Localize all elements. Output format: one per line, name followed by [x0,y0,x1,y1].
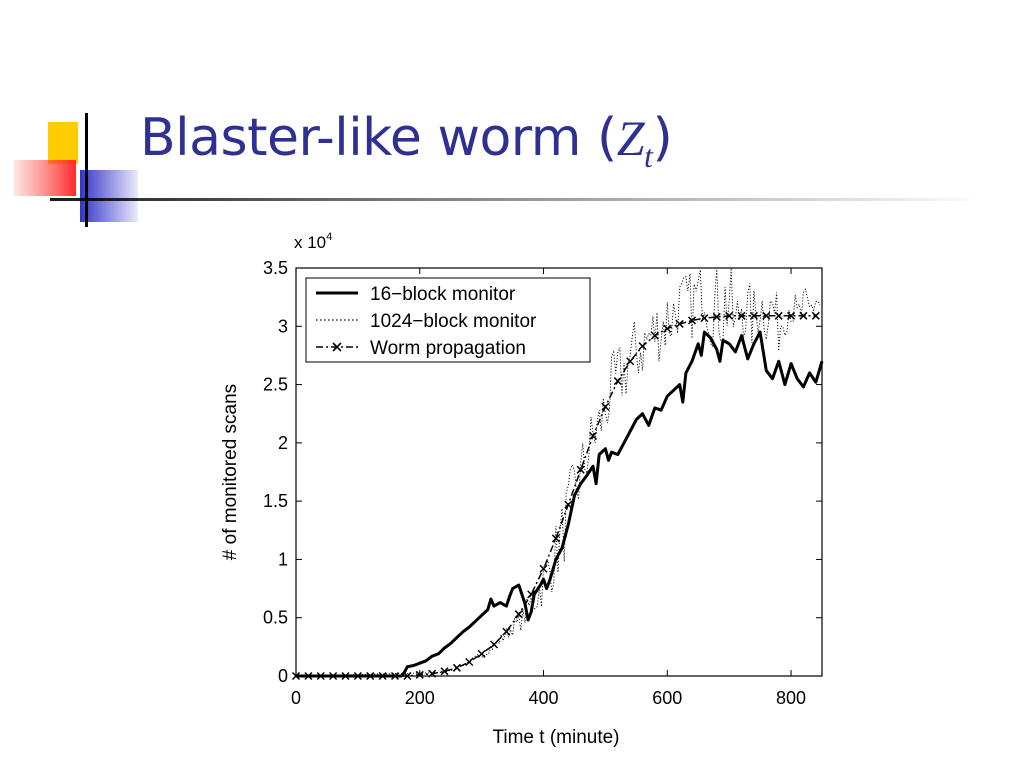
slide-title-math: Z [616,110,645,166]
y-scale-label: x 104 [294,231,332,252]
worm-propagation-marker [601,402,610,411]
y-tick-label: 1.5 [263,491,288,511]
y-tick-label: 3.5 [263,258,288,278]
worm-propagation-marker [428,669,437,678]
horizontal-rule [50,198,970,201]
y-tick-label: 1 [278,549,288,569]
x-tick-label: 0 [291,688,301,708]
worm-propagation-marker [589,431,598,440]
worm-propagation-marker [613,377,622,386]
y-scale-exponent: 4 [326,231,332,243]
worm-propagation-marker [700,314,709,323]
worm-propagation-marker [799,311,808,320]
slide-title-close: ) [652,108,673,168]
worm-propagation-marker [465,657,474,667]
axis-ticks [295,267,822,677]
worm-propagation-marker [626,357,635,366]
worm-propagation-marker [712,312,721,321]
worm-propagation-marker [638,342,647,351]
legend: 16−block monitor 1024−block monitor Worm… [305,277,591,363]
slide-title: Blaster-like worm (Zt) [140,108,673,175]
x-axis-label: Time t (minute) [492,727,619,748]
worm-propagation-marker [650,331,659,340]
worm-propagation-marker [477,649,486,658]
title-decoration [14,113,970,227]
worm-propagation-marker [737,311,746,320]
worm-propagation-marker [489,640,499,649]
x-tick-label: 400 [529,688,559,708]
worm-propagation-marker [502,627,511,636]
legend-label-16-block: 16−block monitor [370,284,516,305]
worm-propagation-marker [762,311,771,320]
y-tick-label: 2.5 [263,375,288,395]
worm-propagation-marker [440,667,449,676]
blue-gradient-bar [80,170,138,222]
worm-propagation-marker [551,534,560,543]
legend-label-1024-block: 1024−block monitor [370,311,537,332]
vertical-line [85,113,88,227]
series-layer [291,267,824,681]
slide-title-subscript: t [644,138,653,174]
worm-propagation-marker [576,465,585,474]
worm-propagation-marker [787,311,796,320]
worm-propagation-marker [514,610,523,619]
y-tick-label: 0.5 [263,608,288,628]
worm-propagation-marker [725,311,734,320]
y-tick-label: 3 [278,316,288,336]
worm-propagation-marker [749,311,758,320]
worm-propagation-marker [539,564,548,573]
yellow-square [48,122,78,164]
y-axis-label: # of monitored scans [220,384,241,560]
x-tick-label: 600 [652,688,682,708]
worm-propagation-marker [452,663,461,672]
worm-propagation-marker [675,319,684,328]
slide-title-text: Blaster-like worm ( [140,108,617,168]
x-tick-label: 800 [776,688,806,708]
worm-propagation-marker [774,311,783,320]
legend-marker-worm [332,342,342,352]
series-16-block-monitor [296,330,824,678]
y-tick-label: 0 [278,666,288,686]
series-1024-block-monitor [296,267,821,677]
worm-propagation-marker [688,316,697,325]
worm-propagation-marker [811,311,820,320]
worm-propagation-marker [663,324,672,333]
x-tick-label: 200 [405,688,435,708]
legend-label-worm: Worm propagation [370,338,526,359]
red-gradient-bar [14,160,76,196]
y-tick-label: 2 [278,433,288,453]
